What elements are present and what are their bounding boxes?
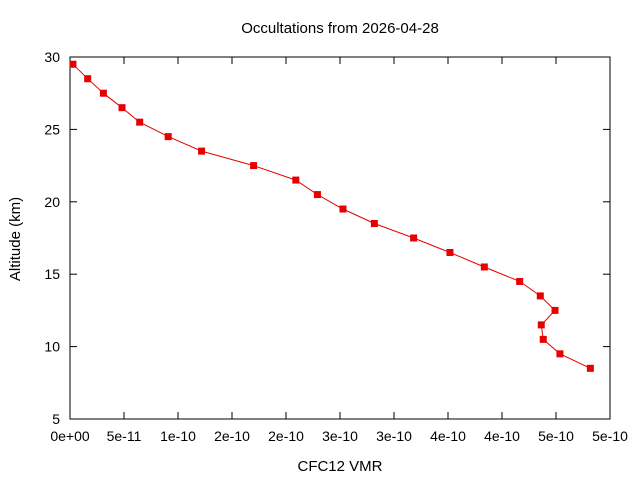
- x-tick-label: 2e-10: [214, 428, 250, 444]
- data-point: [69, 60, 77, 68]
- y-tick-label: 10: [44, 339, 60, 355]
- data-point: [339, 205, 347, 213]
- data-point: [410, 234, 418, 242]
- data-point: [446, 248, 454, 256]
- x-tick-label: 3e-10: [376, 428, 412, 444]
- x-tick-label: 2e-10: [268, 428, 304, 444]
- data-point: [586, 364, 594, 372]
- x-tick-label: 5e-10: [592, 428, 628, 444]
- data-point: [556, 350, 564, 358]
- y-axis-label: Altitude (km): [7, 197, 24, 281]
- data-point: [250, 162, 258, 170]
- x-tick-label: 4e-10: [430, 428, 466, 444]
- data-point: [292, 176, 300, 184]
- series-line: [72, 63, 591, 369]
- data-series: [69, 60, 594, 372]
- y-tick-label: 25: [44, 121, 60, 137]
- data-point: [516, 277, 524, 285]
- y-tick-label: 15: [44, 266, 60, 282]
- data-point: [536, 292, 544, 300]
- x-tick-label: 1e-10: [160, 428, 196, 444]
- y-axis-ticks: 5 10 15 20 25 30: [44, 49, 610, 427]
- data-point: [164, 133, 172, 141]
- data-point: [313, 191, 321, 199]
- y-tick-label: 30: [44, 49, 60, 65]
- data-point: [537, 321, 545, 329]
- x-tick-label: 4e-10: [484, 428, 520, 444]
- data-point: [136, 118, 144, 126]
- data-point: [551, 306, 559, 314]
- x-tick-label: 3e-10: [322, 428, 358, 444]
- data-point: [84, 75, 92, 83]
- data-point: [480, 263, 488, 271]
- plot-area: [69, 56, 611, 420]
- data-point: [118, 104, 126, 112]
- data-point: [539, 335, 547, 343]
- y-tick-label: 20: [44, 194, 60, 210]
- x-tick-label: 0e+00: [50, 428, 90, 444]
- data-point: [370, 220, 378, 228]
- data-point: [99, 89, 107, 97]
- x-axis-ticks: 0e+00 5e-11 1e-10 2e-10 2e-10 3e-10 3e-10 4e-10…: [50, 57, 628, 444]
- y-tick-label: 5: [52, 411, 60, 427]
- chart-title: Occultations from 2026-04-28: [241, 20, 439, 37]
- x-tick-label: 5e-10: [538, 428, 574, 444]
- x-axis-label: CFC12 VMR: [297, 458, 382, 475]
- data-point: [198, 147, 206, 155]
- x-tick-label: 5e-11: [107, 428, 142, 444]
